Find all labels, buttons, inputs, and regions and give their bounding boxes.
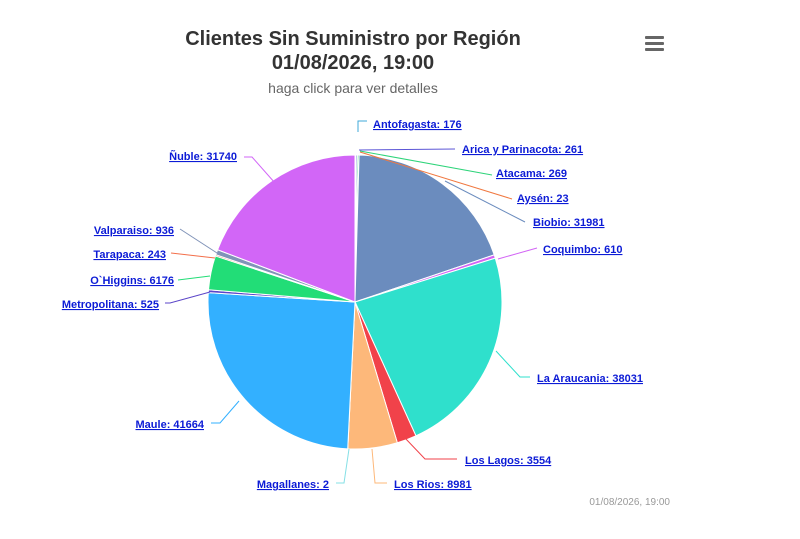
- pie-slice-la-araucania[interactable]: [354, 257, 503, 437]
- connector-arica-y-parinacota: [358, 148, 456, 151]
- data-label-o-higgins[interactable]: O`Higgins: 6176: [90, 275, 174, 287]
- data-label-los-rios[interactable]: Los Rios: 8981: [394, 479, 472, 491]
- connector-los-lagos: [404, 437, 457, 460]
- data-label-la-araucania[interactable]: La Araucania: 38031: [537, 373, 643, 385]
- pie-slice-maule[interactable]: [207, 292, 356, 450]
- data-label-biobio[interactable]: Biobio: 31981: [533, 217, 605, 229]
- data-label-maule[interactable]: Maule: 41664: [136, 419, 205, 431]
- chart-title: Clientes Sin Suministro por Región: [185, 28, 521, 50]
- data-label-tarapaca[interactable]: Tarapaca: 243: [93, 249, 166, 261]
- connector-valparaiso: [179, 228, 218, 254]
- data-label-atacama[interactable]: Atacama: 269: [496, 168, 567, 180]
- connector-aysen: [359, 151, 513, 200]
- connector-biobio: [444, 180, 526, 223]
- data-label-antofagasta[interactable]: Antofagasta: 176: [373, 119, 462, 131]
- connector-magallanes: [336, 448, 350, 484]
- connector-maule: [211, 400, 240, 424]
- connector-nuble: [244, 156, 276, 184]
- pie-slice-nuble[interactable]: [217, 154, 356, 303]
- data-label-valparaiso[interactable]: Valparaiso: 936: [94, 225, 174, 237]
- connector-o-higgins: [177, 275, 211, 281]
- data-label-nuble[interactable]: Ñuble: 31740: [169, 150, 237, 163]
- data-label-metropolitana[interactable]: Metropolitana: 525: [62, 299, 159, 311]
- connector-coquimbo: [497, 247, 538, 260]
- data-label-coquimbo[interactable]: Coquimbo: 610: [543, 244, 622, 256]
- connector-antofagasta: [357, 120, 367, 132]
- data-label-aysen[interactable]: Aysén: 23: [517, 193, 569, 205]
- data-label-los-lagos[interactable]: Los Lagos: 3554: [465, 455, 552, 467]
- data-label-arica-y-parinacota[interactable]: Arica y Parinacota: 261: [462, 144, 583, 156]
- connector-los-rios: [371, 448, 387, 484]
- chart-credits: 01/08/2026, 19:00: [589, 497, 670, 508]
- hamburger-menu-icon[interactable]: [643, 33, 667, 55]
- connector-tarapaca: [170, 252, 216, 259]
- connector-atacama: [359, 150, 493, 176]
- data-label-magallanes[interactable]: Magallanes: 2: [257, 479, 329, 491]
- chart-title-datetime: 01/08/2026, 19:00: [271, 52, 435, 74]
- connector-la-araucania: [495, 350, 530, 378]
- chart-subtitle: haga click para ver detalles: [268, 80, 438, 96]
- connector-metropolitana: [165, 291, 211, 304]
